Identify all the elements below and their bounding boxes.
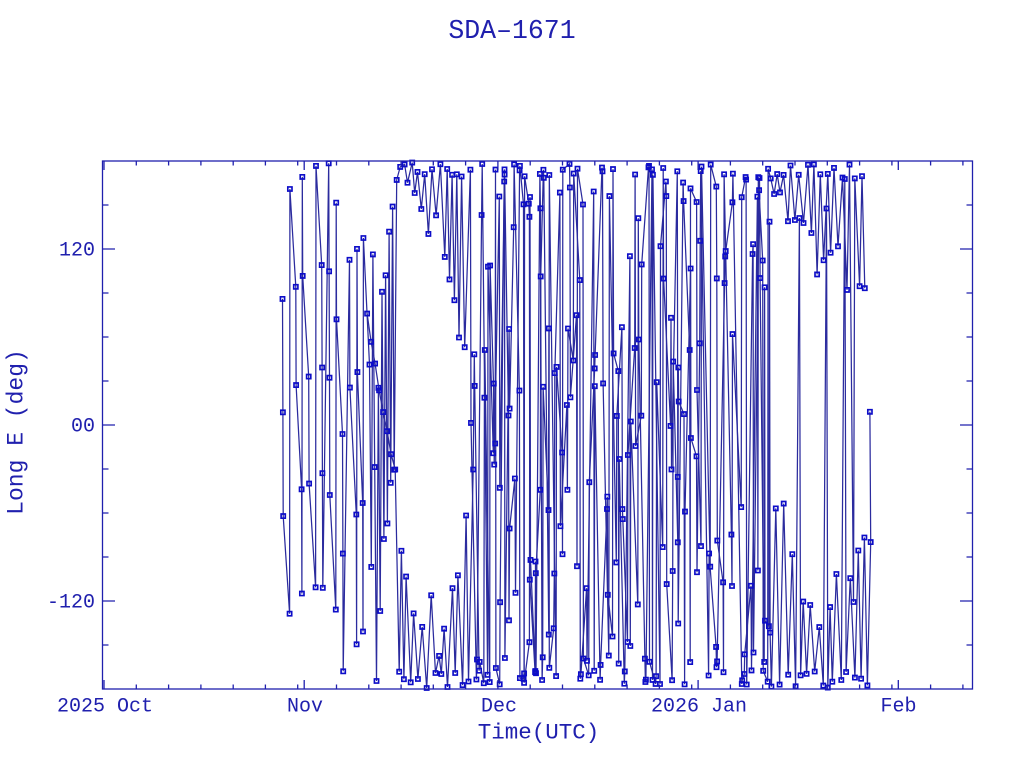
svg-text:Dec: Dec [481,696,517,719]
svg-text:2025 Oct: 2025 Oct [57,696,153,719]
svg-text:Time(UTC): Time(UTC) [478,720,600,746]
svg-text:120: 120 [59,239,95,262]
svg-text:00: 00 [71,415,95,438]
svg-text:2026 Jan: 2026 Jan [651,696,747,719]
svg-text:Long E (deg): Long E (deg) [4,349,30,515]
svg-text:-120: -120 [47,591,95,614]
svg-text:SDA–1671: SDA–1671 [448,16,575,46]
svg-text:Feb: Feb [880,696,916,719]
svg-text:Nov: Nov [287,696,323,719]
